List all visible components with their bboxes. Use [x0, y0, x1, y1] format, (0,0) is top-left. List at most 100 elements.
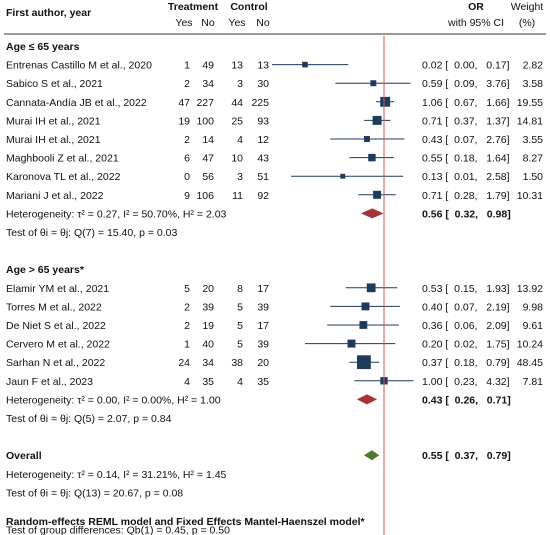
count-t-no: 47: [202, 153, 214, 165]
or-ci-value: 0.13 [ 0.01, 2.58]: [422, 171, 510, 183]
study-label: De Niet S et al., 2022: [6, 320, 106, 332]
or-ci-value: 0.20 [ 0.02, 1.75]: [422, 339, 510, 351]
text-label: Test of θi = θj: Q(13) = 20.67, p = 0.08: [6, 487, 183, 499]
study-label: Mariani J et al., 2022: [6, 190, 104, 202]
count-c-yes: 38: [231, 357, 243, 369]
study-label: Cervero M et al., 2022: [6, 339, 110, 351]
count-c-yes: 5: [237, 301, 243, 313]
weight-value: 10.31: [517, 190, 543, 202]
study-marker: [363, 136, 370, 142]
count-t-no: 100: [196, 115, 214, 127]
count-t-yes: 1: [184, 339, 190, 351]
weight-value: 2.82: [523, 60, 544, 72]
study-label: Torres M et al., 2022: [6, 301, 102, 313]
or-ci-value: 0.36 [ 0.06, 2.09]: [422, 320, 510, 332]
count-c-no: 20: [257, 357, 269, 369]
subtotal-label: Heterogeneity: τ² = 0.27, I² = 50.70%, H…: [6, 208, 227, 220]
subtotal-label: Heterogeneity: τ² = 0.00, I² = 0.00%, H²…: [6, 394, 221, 406]
study-marker: [347, 339, 356, 348]
count-t-yes: 24: [178, 357, 190, 369]
overall-diamond: [363, 450, 380, 461]
forest-rows: Age ≤ 65 years Entrenas Castillo M et al.…: [6, 41, 543, 535]
overall-label: Overall: [6, 450, 42, 462]
subtotal-or-ci: 0.43 [ 0.26, 0.71]: [422, 394, 511, 406]
header-weight: Weight: [511, 1, 544, 13]
study-marker: [302, 61, 308, 68]
count-t-yes: 47: [178, 97, 190, 109]
count-c-no: 17: [257, 283, 269, 295]
weight-value: 13.92: [517, 283, 543, 295]
count-c-no: 39: [257, 339, 269, 351]
count-t-no: 106: [196, 190, 214, 202]
count-t-no: 40: [202, 339, 214, 351]
count-t-no: 19: [202, 320, 214, 332]
or-ci-value: 0.40 [ 0.07, 2.19]: [422, 301, 510, 313]
header-or: OR: [468, 1, 484, 13]
count-c-no: 13: [257, 60, 269, 72]
header-control-no: No: [256, 17, 270, 29]
group-label: Age > 65 years*: [6, 264, 85, 276]
header-treatment: Treatment: [168, 1, 219, 13]
overall-or-ci: 0.55 [ 0.37, 0.79]: [422, 450, 511, 462]
count-c-no: 93: [257, 115, 269, 127]
or-ci-value: 0.37 [ 0.18, 0.79]: [422, 357, 510, 369]
or-ci-value: 0.43 [ 0.07, 2.76]: [422, 134, 510, 146]
weight-value: 19.55: [517, 97, 543, 109]
weight-value: 14.81: [517, 115, 543, 127]
weight-value: 8.27: [523, 153, 544, 165]
or-ci-value: 1.06 [ 0.67, 1.66]: [422, 97, 510, 109]
count-c-yes: 25: [231, 115, 243, 127]
weight-value: 3.55: [523, 134, 544, 146]
study-label: Sarhan N et al., 2022: [6, 357, 105, 369]
subtotal-diamond: [356, 394, 378, 405]
study-label: Elamir YM et al., 2021: [6, 283, 109, 295]
count-t-yes: 1: [184, 60, 190, 72]
count-t-no: 34: [202, 78, 214, 90]
count-c-no: 12: [257, 134, 269, 146]
or-ci-value: 1.00 [ 0.23, 4.32]: [422, 376, 510, 388]
study-marker: [368, 153, 376, 162]
or-ci-value: 0.53 [ 0.15, 1.93]: [422, 283, 510, 295]
count-t-yes: 4: [184, 376, 190, 388]
count-t-yes: 2: [184, 320, 190, 332]
study-marker: [366, 283, 376, 293]
count-c-no: 43: [257, 153, 269, 165]
x-axis: 1/2561/321/42: [383, 36, 385, 535]
study-marker: [380, 96, 391, 107]
header-control: Control: [230, 1, 267, 13]
count-c-yes: 4: [237, 376, 243, 388]
study-marker: [370, 80, 377, 87]
count-t-no: 39: [202, 301, 214, 313]
weight-value: 10.24: [517, 339, 543, 351]
count-c-no: 51: [257, 171, 269, 183]
count-c-no: 35: [257, 376, 269, 388]
test-label: Test of θi = θj: Q(5) = 2.07, p = 0.84: [6, 413, 172, 425]
header-treatment-no: No: [201, 17, 215, 29]
header-or-ci: with 95% CI: [447, 17, 504, 29]
count-t-no: 49: [202, 60, 214, 72]
count-c-no: 92: [257, 190, 269, 202]
or-ci-value: 0.02 [ 0.00, 0.17]: [422, 60, 510, 72]
count-t-yes: 2: [184, 134, 190, 146]
weight-value: 9.98: [523, 301, 544, 313]
count-t-yes: 6: [184, 153, 190, 165]
or-ci-value: 0.71 [ 0.37, 1.37]: [422, 115, 510, 127]
count-t-yes: 19: [178, 115, 190, 127]
count-c-no: 17: [257, 320, 269, 332]
study-label: Jaun F et al., 2023: [6, 376, 93, 388]
subtotal-or-ci: 0.56 [ 0.32, 0.98]: [422, 208, 511, 220]
weight-value: 9.61: [523, 320, 544, 332]
study-label: Karonova TL et al., 2022: [6, 171, 121, 183]
count-t-no: 14: [202, 134, 214, 146]
count-c-yes: 5: [237, 320, 243, 332]
study-label: Murai IH et al., 2021: [6, 115, 101, 127]
count-c-yes: 3: [237, 78, 243, 90]
count-t-yes: 2: [184, 301, 190, 313]
study-label: Cannata-Andía JB et al., 2022: [6, 97, 147, 109]
count-t-no: 35: [202, 376, 214, 388]
or-ci-value: 0.55 [ 0.18, 1.64]: [422, 153, 510, 165]
or-ci-value: 0.71 [ 0.28, 1.79]: [422, 190, 510, 202]
count-c-yes: 3: [237, 171, 243, 183]
weight-value: 48.45: [517, 357, 543, 369]
